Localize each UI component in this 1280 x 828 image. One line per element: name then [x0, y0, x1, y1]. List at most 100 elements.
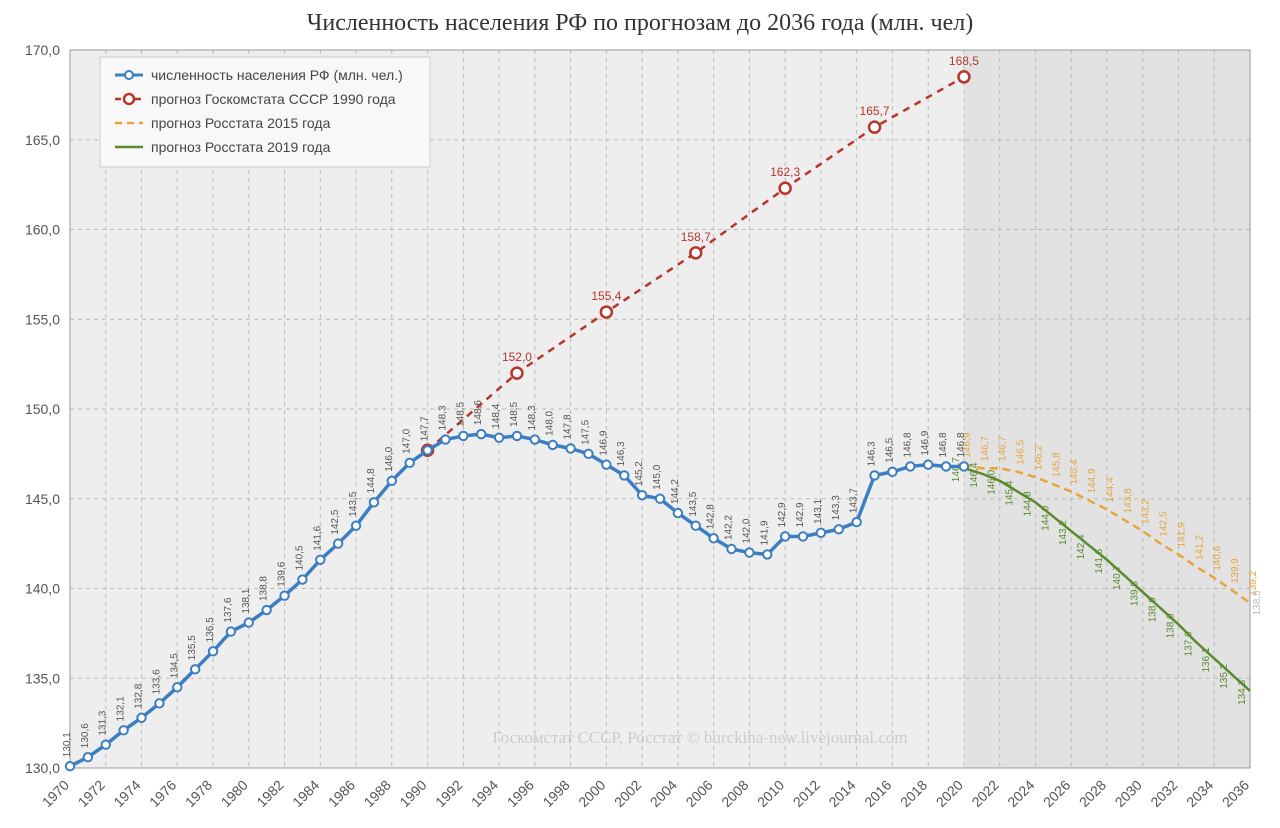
actual-label: 146,8 — [902, 432, 913, 457]
rosstat2015-label: 145,8 — [1051, 452, 1062, 477]
actual-point — [280, 591, 288, 599]
actual-label: 143,3 — [831, 495, 842, 520]
actual-label: 133,6 — [151, 669, 162, 694]
actual-point — [924, 460, 932, 468]
actual-label: 145,2 — [634, 461, 645, 486]
actual-point — [584, 450, 592, 458]
rosstat2019-label: 144,0 — [1040, 505, 1051, 530]
actual-label: 146,3 — [867, 441, 878, 466]
rosstat2015-label: 142,5 — [1159, 511, 1170, 536]
actual-point — [942, 462, 950, 470]
actual-point — [423, 446, 431, 454]
actual-label: 148,4 — [491, 403, 502, 428]
actual-point — [531, 435, 539, 443]
actual-point — [388, 477, 396, 485]
actual-point — [513, 432, 521, 440]
actual-label: 147,0 — [402, 428, 413, 453]
ussr1990-label: 158,7 — [681, 230, 711, 244]
actual-label: 130,6 — [80, 723, 91, 748]
actual-label: 147,7 — [420, 416, 431, 441]
actual-label: 146,9 — [598, 430, 609, 455]
rosstat2019-label: 142,4 — [1076, 534, 1087, 559]
ussr1990-point — [869, 122, 880, 133]
actual-label: 148,6 — [473, 400, 484, 425]
actual-label: 144,8 — [366, 468, 377, 493]
actual-point — [817, 529, 825, 537]
actual-label: 143,5 — [348, 491, 359, 516]
actual-label: 142,0 — [741, 518, 752, 543]
rosstat2019-label: 140,7 — [1112, 564, 1123, 589]
actual-point — [960, 462, 968, 470]
actual-label: 135,5 — [187, 635, 198, 660]
actual-point — [638, 491, 646, 499]
rosstat2015-label: 141,9 — [1176, 522, 1187, 547]
rosstat2015-label: 144,4 — [1105, 477, 1116, 502]
rosstat2019-label: 135,2 — [1219, 663, 1230, 688]
actual-point — [781, 532, 789, 540]
y-tick-label: 150,0 — [25, 401, 60, 417]
rosstat2015-label: 146,7 — [998, 436, 1009, 461]
actual-point — [334, 539, 342, 547]
actual-label: 142,5 — [330, 509, 341, 534]
actual-label: 142,9 — [795, 502, 806, 527]
actual-label: 141,9 — [759, 520, 770, 545]
rosstat2015-label: 140,6 — [1212, 545, 1223, 570]
legend: численность населения РФ (млн. чел.)прог… — [100, 57, 430, 167]
actual-point — [745, 548, 753, 556]
actual-label: 143,1 — [813, 498, 824, 523]
actual-label: 139,6 — [277, 561, 288, 586]
actual-label: 132,1 — [116, 696, 127, 721]
actual-label: 143,5 — [688, 491, 699, 516]
actual-point — [888, 468, 896, 476]
actual-point — [602, 460, 610, 468]
actual-label: 142,2 — [724, 515, 735, 540]
actual-label: 138,8 — [259, 576, 270, 601]
actual-label: 148,5 — [455, 401, 466, 426]
chart-svg: Численность населения РФ по прогнозам до… — [0, 0, 1280, 828]
rosstat2015-label: 143,2 — [1141, 499, 1152, 524]
actual-point — [155, 699, 163, 707]
actual-label: 146,0 — [384, 446, 395, 471]
rosstat2019-label: 138,0 — [1165, 613, 1176, 638]
rosstat2019-label: 138,9 — [1148, 597, 1159, 622]
ussr1990-label: 162,3 — [770, 165, 800, 179]
rosstat2019-label: 141,6 — [1094, 548, 1105, 573]
actual-point — [727, 545, 735, 553]
chart-title: Численность населения РФ по прогнозам до… — [307, 10, 973, 36]
actual-point — [459, 432, 467, 440]
rosstat2015-label: 145,4 — [1069, 459, 1080, 484]
rosstat2019-label: 144,8 — [1022, 491, 1033, 516]
actual-point — [566, 444, 574, 452]
actual-label: 147,5 — [580, 419, 591, 444]
ussr1990-point — [601, 307, 612, 318]
actual-point — [674, 509, 682, 517]
actual-label: 141,6 — [312, 525, 323, 550]
actual-label: 148,3 — [527, 405, 538, 430]
actual-point — [852, 518, 860, 526]
actual-label: 146,3 — [616, 441, 627, 466]
actual-point — [799, 532, 807, 540]
actual-point — [173, 683, 181, 691]
actual-point — [84, 753, 92, 761]
actual-point — [245, 618, 253, 626]
actual-label: 130,1 — [62, 732, 73, 757]
chart-container: Численность населения РФ по прогнозам до… — [0, 0, 1280, 828]
rosstat2015-label: 144,9 — [1087, 468, 1098, 493]
actual-point — [835, 525, 843, 533]
y-tick-label: 155,0 — [25, 311, 60, 327]
actual-label: 140,5 — [294, 545, 305, 570]
ussr1990-point — [780, 183, 791, 194]
actual-label: 148,3 — [437, 405, 448, 430]
rosstat2019-label: 134,3 — [1237, 679, 1248, 704]
rosstat2019-label: 146,4 — [969, 462, 980, 487]
y-tick-label: 160,0 — [25, 222, 60, 238]
rosstat2019-label: 136,1 — [1201, 647, 1212, 672]
extra-label: 138,5 — [1252, 590, 1263, 615]
actual-point — [370, 498, 378, 506]
rosstat2015-label: 141,2 — [1194, 534, 1205, 559]
actual-point — [191, 665, 199, 673]
actual-point — [352, 521, 360, 529]
ussr1990-label: 168,5 — [949, 54, 979, 68]
actual-label: 137,6 — [223, 597, 234, 622]
actual-label: 131,3 — [98, 710, 109, 735]
